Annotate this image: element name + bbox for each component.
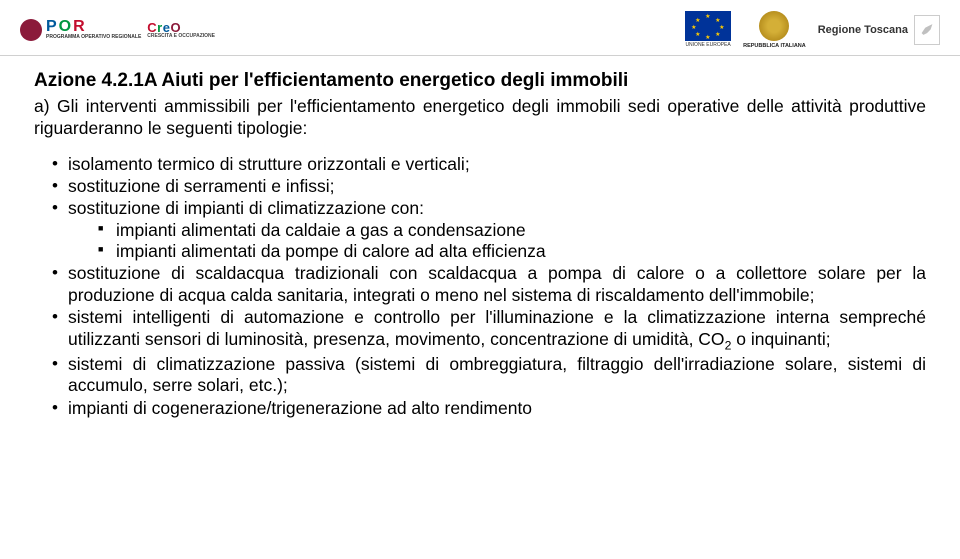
por-block: P O R PROGRAMMA OPERATIVO REGIONALE <box>46 19 141 40</box>
page-header: P O R PROGRAMMA OPERATIVO REGIONALE CreO… <box>0 0 960 56</box>
creo-2014-badge-icon <box>20 19 42 41</box>
por-letter-o: O <box>59 19 71 35</box>
list-item: impianti di cogenerazione/trigenerazione… <box>52 398 926 419</box>
it-caption: REPUBBLICA ITALIANA <box>743 43 806 49</box>
bullet-list: isolamento termico di strutture orizzont… <box>34 154 926 419</box>
list-item: sostituzione di serramenti e infissi; <box>52 176 926 197</box>
italy-emblem-icon <box>759 11 789 41</box>
por-letters: P O R <box>46 19 141 35</box>
regione-toscana-label: Regione Toscana <box>818 24 908 36</box>
creo-text: CreO CRESCITA E OCCUPAZIONE <box>147 21 215 39</box>
creo-letters: CreO <box>147 21 215 34</box>
regione-toscana-flag-icon <box>914 15 940 45</box>
list-item: sistemi di climatizzazione passiva (sist… <box>52 354 926 397</box>
it-block: REPUBBLICA ITALIANA <box>743 11 806 49</box>
slide-content: Azione 4.2.1A Aiuti per l'efficientament… <box>0 56 960 419</box>
list-item: sistemi intelligenti di automazione e co… <box>52 307 926 353</box>
header-left: P O R PROGRAMMA OPERATIVO REGIONALE CreO… <box>20 19 215 41</box>
header-right: ★ ★ ★ ★ ★ ★ ★ ★ UNIONE EUROPEA REPUBBLIC… <box>685 11 940 49</box>
slide-subtitle: a) Gli interventi ammissibili per l'effi… <box>34 96 926 140</box>
eu-caption: UNIONE EUROPEA <box>685 43 730 49</box>
por-creo-logo: P O R PROGRAMMA OPERATIVO REGIONALE CreO… <box>20 19 215 41</box>
pegasus-icon <box>918 21 936 39</box>
list-item: sostituzione di scaldacqua tradizionali … <box>52 263 926 306</box>
list-item: sostituzione di impianti di climatizzazi… <box>52 198 926 262</box>
sub-list-item: impianti alimentati da pompe di calore a… <box>98 241 926 262</box>
por-letter-p: P <box>46 19 57 35</box>
creo-sublabel: CRESCITA E OCCUPAZIONE <box>147 34 215 39</box>
sub-list: impianti alimentati da caldaie a gas a c… <box>68 220 926 263</box>
eu-flag-icon: ★ ★ ★ ★ ★ ★ ★ ★ <box>685 11 731 41</box>
slide-title: Azione 4.2.1A Aiuti per l'efficientament… <box>34 70 926 92</box>
por-letter-r: R <box>73 19 85 35</box>
regione-toscana-block: Regione Toscana <box>818 15 940 45</box>
por-sublabel: PROGRAMMA OPERATIVO REGIONALE <box>46 35 141 40</box>
sub-list-item: impianti alimentati da caldaie a gas a c… <box>98 220 926 241</box>
list-item: isolamento termico di strutture orizzont… <box>52 154 926 175</box>
eu-block: ★ ★ ★ ★ ★ ★ ★ ★ UNIONE EUROPEA <box>685 11 731 49</box>
